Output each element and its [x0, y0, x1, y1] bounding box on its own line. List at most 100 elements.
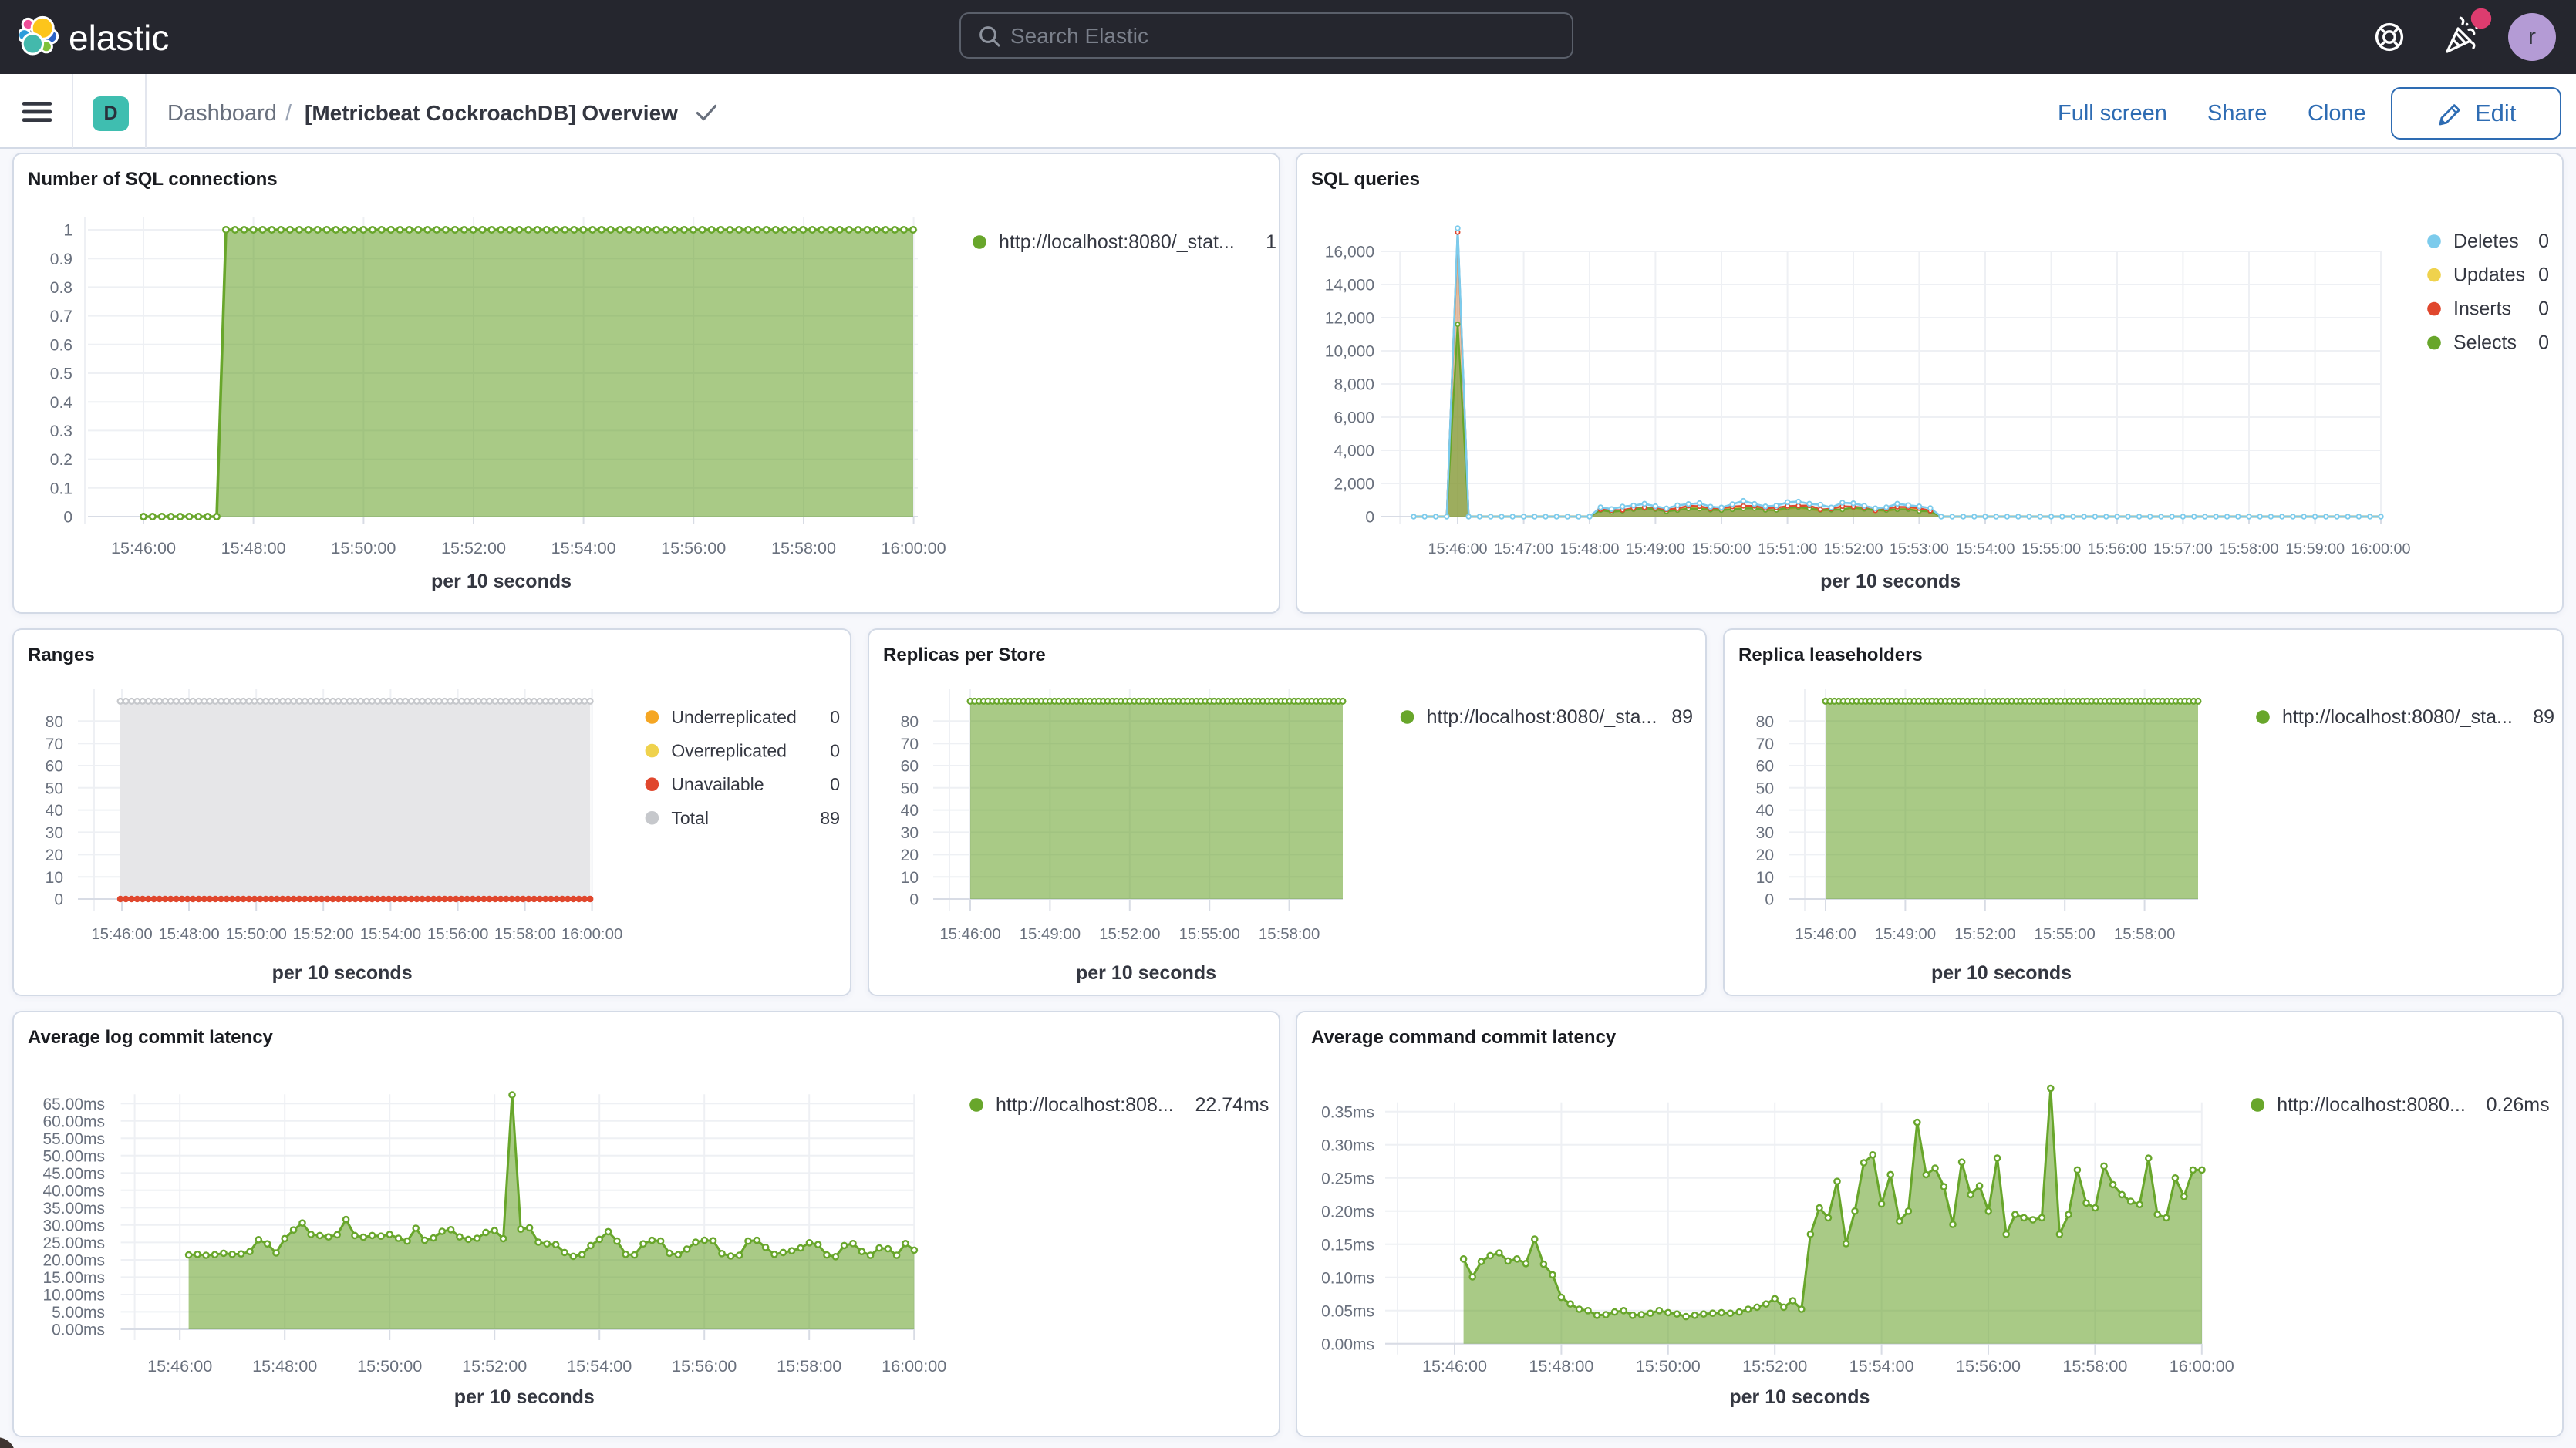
svg-text:50: 50	[46, 780, 63, 797]
svg-text:per 10 seconds: per 10 seconds	[1076, 962, 1216, 984]
svg-text:50: 50	[1756, 780, 1774, 797]
svg-text:15:57:00: 15:57:00	[2153, 540, 2213, 557]
svg-text:15:53:00: 15:53:00	[1890, 540, 1949, 557]
svg-text:15:58:00: 15:58:00	[2114, 926, 2175, 943]
svg-text:15:48:00: 15:48:00	[221, 538, 286, 557]
svg-text:15:50:00: 15:50:00	[1691, 540, 1751, 557]
svg-text:0.15ms: 0.15ms	[1321, 1236, 1374, 1254]
svg-text:16:00:00: 16:00:00	[882, 538, 946, 557]
svg-text:0: 0	[830, 774, 840, 794]
svg-text:16,000: 16,000	[1325, 244, 1374, 261]
svg-text:25.00ms: 25.00ms	[42, 1234, 105, 1252]
svg-text:0: 0	[54, 891, 63, 909]
svg-text:89: 89	[820, 808, 840, 828]
svg-text:20: 20	[1756, 847, 1774, 864]
svg-text:0.7: 0.7	[50, 308, 72, 325]
svg-text:15:46:00: 15:46:00	[1795, 926, 1856, 943]
svg-text:15:47:00: 15:47:00	[1494, 540, 1553, 557]
svg-text:Deletes: Deletes	[2453, 231, 2519, 252]
svg-text:15:49:00: 15:49:00	[1020, 926, 1081, 943]
svg-text:70: 70	[1756, 736, 1774, 753]
svg-text:Overreplicated: Overreplicated	[671, 741, 787, 761]
svg-text:80: 80	[1756, 713, 1774, 731]
svg-text:0.05ms: 0.05ms	[1321, 1302, 1374, 1320]
svg-text:http://localhost:8080/_sta...: http://localhost:8080/_sta...	[2282, 706, 2513, 728]
svg-text:80: 80	[901, 713, 919, 731]
svg-text:60: 60	[1756, 758, 1774, 776]
svg-text:55.00ms: 55.00ms	[42, 1130, 105, 1148]
svg-text:50: 50	[901, 780, 919, 797]
svg-text:15:56:00: 15:56:00	[672, 1356, 737, 1376]
svg-text:1: 1	[63, 222, 72, 240]
svg-text:16:00:00: 16:00:00	[2170, 1356, 2234, 1376]
svg-text:0: 0	[2538, 298, 2549, 320]
svg-text:15:46:00: 15:46:00	[1428, 540, 1487, 557]
svg-text:0: 0	[830, 707, 840, 727]
svg-text:16:00:00: 16:00:00	[882, 1356, 946, 1376]
svg-text:40.00ms: 40.00ms	[42, 1182, 105, 1200]
svg-text:0: 0	[830, 741, 840, 761]
svg-text:16:00:00: 16:00:00	[561, 926, 622, 943]
svg-text:Inserts: Inserts	[2453, 298, 2511, 320]
svg-text:2,000: 2,000	[1334, 476, 1374, 493]
svg-text:80: 80	[46, 713, 63, 731]
svg-text:15:54:00: 15:54:00	[360, 926, 421, 943]
svg-text:60: 60	[46, 758, 63, 776]
svg-text:0: 0	[2538, 231, 2549, 252]
svg-text:0.10ms: 0.10ms	[1321, 1269, 1374, 1287]
svg-text:0.4: 0.4	[50, 394, 73, 412]
svg-text:15:49:00: 15:49:00	[1875, 926, 1936, 943]
svg-text:10.00ms: 10.00ms	[42, 1287, 105, 1305]
svg-text:0.8: 0.8	[50, 279, 72, 297]
svg-text:16:00:00: 16:00:00	[2351, 540, 2410, 557]
svg-text:http://localhost:808...: http://localhost:808...	[996, 1094, 1174, 1116]
svg-text:15:50:00: 15:50:00	[357, 1356, 422, 1376]
svg-text:10,000: 10,000	[1325, 343, 1374, 361]
svg-text:20.00ms: 20.00ms	[42, 1252, 105, 1270]
svg-text:15:50:00: 15:50:00	[1636, 1356, 1701, 1376]
svg-text:12,000: 12,000	[1325, 310, 1374, 328]
svg-text:40: 40	[901, 802, 919, 820]
svg-text:15:56:00: 15:56:00	[661, 538, 726, 557]
svg-text:15:54:00: 15:54:00	[567, 1356, 632, 1376]
svg-text:70: 70	[901, 736, 919, 753]
svg-text:per 10 seconds: per 10 seconds	[272, 962, 413, 984]
svg-text:Selects: Selects	[2453, 332, 2517, 354]
svg-text:14,000: 14,000	[1325, 277, 1374, 295]
svg-text:15:50:00: 15:50:00	[226, 926, 287, 943]
svg-text:0.20ms: 0.20ms	[1321, 1203, 1374, 1221]
svg-text:0: 0	[2538, 264, 2549, 286]
svg-text:15:52:00: 15:52:00	[1099, 926, 1160, 943]
svg-text:15:58:00: 15:58:00	[1259, 926, 1320, 943]
svg-text:15:54:00: 15:54:00	[1849, 1356, 1914, 1376]
svg-text:65.00ms: 65.00ms	[42, 1096, 105, 1113]
svg-text:15:48:00: 15:48:00	[158, 926, 219, 943]
svg-text:15:56:00: 15:56:00	[427, 926, 488, 943]
svg-text:0.26ms: 0.26ms	[2487, 1094, 2550, 1116]
svg-text:15:58:00: 15:58:00	[2219, 540, 2278, 557]
svg-text:per 10 seconds: per 10 seconds	[1931, 962, 2072, 984]
svg-text:http://localhost:8080/_stat...: http://localhost:8080/_stat...	[999, 231, 1235, 253]
svg-text:0.1: 0.1	[50, 480, 72, 497]
svg-text:40: 40	[1756, 802, 1774, 820]
svg-text:60.00ms: 60.00ms	[42, 1113, 105, 1130]
svg-text:per 10 seconds: per 10 seconds	[454, 1386, 595, 1408]
svg-text:15:48:00: 15:48:00	[1529, 1356, 1593, 1376]
svg-text:15:58:00: 15:58:00	[777, 1356, 841, 1376]
svg-text:15:48:00: 15:48:00	[1559, 540, 1619, 557]
svg-text:15:58:00: 15:58:00	[2062, 1356, 2127, 1376]
svg-text:Total: Total	[671, 808, 709, 828]
svg-text:15:59:00: 15:59:00	[2285, 540, 2345, 557]
svg-text:15:52:00: 15:52:00	[1742, 1356, 1807, 1376]
svg-text:40: 40	[46, 802, 63, 820]
svg-text:http://localhost:8080/_sta...: http://localhost:8080/_sta...	[1427, 706, 1657, 728]
svg-text:per 10 seconds: per 10 seconds	[1729, 1386, 1870, 1408]
svg-text:0.00ms: 0.00ms	[1321, 1335, 1374, 1353]
svg-text:Unavailable: Unavailable	[671, 774, 764, 794]
svg-text:20: 20	[46, 847, 63, 864]
svg-text:0.6: 0.6	[50, 336, 72, 354]
svg-text:15:52:00: 15:52:00	[462, 1356, 527, 1376]
svg-text:http://localhost:8080...: http://localhost:8080...	[2277, 1094, 2466, 1116]
svg-text:30: 30	[46, 824, 63, 842]
svg-text:20: 20	[901, 847, 919, 864]
